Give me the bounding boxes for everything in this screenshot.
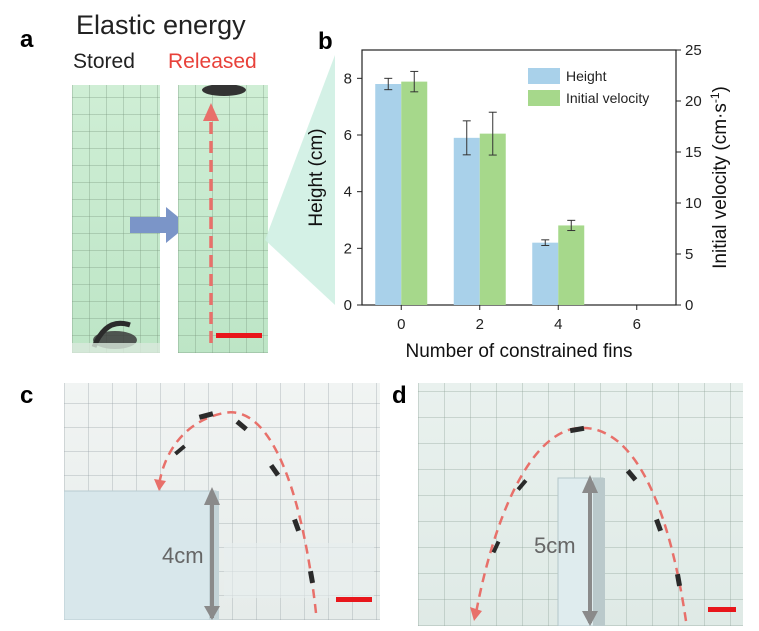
stored-label: Stored bbox=[73, 50, 135, 73]
y2-tick-label: 20 bbox=[685, 93, 702, 110]
y2-tick-label: 0 bbox=[685, 297, 693, 314]
zoom-wedge bbox=[265, 55, 335, 305]
released-photo bbox=[178, 85, 268, 353]
height-annotation-d: 5cm bbox=[534, 533, 576, 558]
bar bbox=[453, 137, 480, 305]
y2-tick-label: 10 bbox=[685, 195, 702, 212]
robot-fin-curl bbox=[91, 320, 131, 348]
x-tick-label: 6 bbox=[633, 316, 641, 333]
y2-tick-label: 5 bbox=[685, 246, 693, 263]
scale-bar bbox=[216, 333, 262, 338]
bar bbox=[558, 225, 585, 305]
y-tick-label: 2 bbox=[344, 240, 352, 257]
legend-label: Initial velocity bbox=[566, 90, 649, 106]
obstacle-block bbox=[64, 490, 217, 620]
y-tick-label: 4 bbox=[344, 184, 352, 201]
bar bbox=[375, 84, 402, 305]
legend-label: Height bbox=[566, 68, 607, 84]
x-tick-label: 4 bbox=[554, 316, 562, 333]
transfer-arrow-icon bbox=[130, 205, 190, 250]
bar bbox=[479, 133, 506, 305]
legend-swatch bbox=[528, 90, 560, 106]
ruler bbox=[224, 543, 374, 598]
y-tick-label: 0 bbox=[344, 297, 352, 314]
panel-c-label: c bbox=[20, 382, 34, 409]
robot-released bbox=[202, 85, 246, 96]
legend-swatch bbox=[528, 68, 560, 84]
released-label: Released bbox=[168, 50, 257, 73]
y-tick-label: 8 bbox=[344, 70, 352, 87]
x-axis-label: Number of constrained fins bbox=[405, 341, 632, 362]
bar bbox=[532, 242, 559, 305]
y-axis-label: Height (cm) bbox=[306, 128, 327, 226]
plot-frame bbox=[361, 49, 677, 306]
panel-c-photo: 4cm bbox=[64, 383, 380, 620]
scale-bar-d bbox=[708, 607, 736, 612]
bar bbox=[401, 81, 428, 305]
scale-bar-c bbox=[336, 597, 372, 602]
x-tick-label: 0 bbox=[397, 316, 405, 333]
y2-tick-label: 15 bbox=[685, 144, 702, 161]
y2-axis-label: Initial velocity (cm·s-1) bbox=[708, 86, 731, 269]
panel-d-photo: 5cm bbox=[418, 383, 743, 626]
panel-d-label: d bbox=[392, 382, 407, 409]
height-annotation-c: 4cm bbox=[162, 543, 204, 568]
jump-trajectory-c bbox=[157, 411, 318, 614]
panel-b-label: b bbox=[318, 28, 333, 55]
panel-a-label: a bbox=[20, 26, 34, 53]
x-tick-label: 2 bbox=[476, 316, 484, 333]
y2-tick-label: 25 bbox=[685, 42, 702, 59]
bar-chart: 0 2 4 6 8 0 5 10 15 20 25 0 2 4 6 Height Initial velocit… bbox=[306, 42, 731, 362]
trajectory-arrowhead-icon bbox=[203, 103, 219, 121]
panel-a-title: Elastic energy bbox=[76, 10, 246, 40]
y-tick-label: 6 bbox=[344, 127, 352, 144]
